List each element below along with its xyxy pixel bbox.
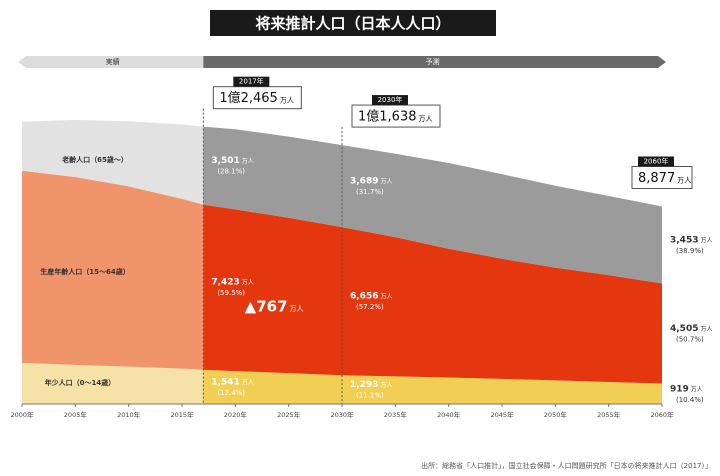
annotation-unit: 万人 [290, 305, 304, 313]
value-unit: 万人 [700, 237, 712, 244]
value-label: 1,293 [350, 380, 378, 390]
x-tick-label: 2050年 [544, 410, 568, 419]
total-unit: 万人 [419, 115, 433, 123]
value-label: 7,423 [211, 278, 239, 288]
value-unit: 万人 [380, 179, 392, 186]
value-unit: 万人 [242, 280, 254, 287]
chart-title: 将来推計人口（日本人人口） [255, 15, 450, 33]
phase-bar [203, 56, 667, 68]
x-tick-label: 2000年 [10, 410, 34, 419]
total-tag: 2060年 [644, 157, 669, 166]
title-box [210, 10, 496, 36]
tag-box [372, 95, 408, 106]
x-tick-label: 2010年 [117, 410, 141, 419]
x-tick-label: 2060年 [650, 410, 674, 419]
phase-label: 実績 [106, 57, 120, 66]
x-tick-label: 2035年 [384, 410, 408, 419]
value-label: 3,453 [670, 235, 698, 245]
share-label: (12.4%) [217, 389, 245, 397]
x-tick-label: 2040年 [437, 410, 461, 419]
share-label: (31.7%) [356, 188, 384, 196]
x-tick-label: 2015年 [170, 410, 194, 419]
series-name: 老齢人口（65歳～） [61, 155, 128, 164]
series-name: 年少人口（0～14歳） [45, 378, 116, 387]
share-label: (57.2%) [356, 303, 384, 311]
total-unit: 万人 [677, 177, 691, 185]
source-note: 出所：総務省「人口推計」，国立社会保障・人口問題研究所「日本の将来推計人口（20… [421, 461, 712, 470]
share-label: (10.4%) [676, 396, 704, 404]
share-label: (59.5%) [217, 289, 245, 297]
x-tick-label: 2005年 [64, 410, 88, 419]
annotation-label: ▲767 [245, 298, 288, 316]
area-past [22, 170, 204, 370]
total-label: 1億2,465 [219, 90, 277, 106]
total-tag: 2030年 [378, 95, 403, 104]
x-tick-label: 2025年 [277, 410, 301, 419]
phase-label: 予測 [426, 57, 440, 66]
value-label: 4,505 [670, 324, 698, 334]
area-past [22, 119, 204, 205]
value-unit: 万人 [242, 158, 254, 165]
value-label: 919 [670, 384, 689, 394]
value-unit: 万人 [700, 326, 712, 333]
total-label: 8,877 [638, 171, 675, 186]
x-tick-label: 2030年 [330, 410, 354, 419]
x-tick-label: 2055年 [597, 410, 621, 419]
tag-box [638, 156, 674, 167]
value-unit: 万人 [242, 379, 254, 386]
share-label: (50.7%) [676, 335, 704, 343]
value-label: 3,501 [211, 156, 239, 166]
x-tick-label: 2020年 [224, 410, 248, 419]
area-forecast [203, 369, 663, 404]
series-name: 生産年齢人口（15～64歳） [40, 267, 129, 276]
x-tick-label: 2045年 [490, 410, 514, 419]
total-label: 1億1,638 [358, 109, 417, 125]
share-label: (28.1%) [217, 168, 245, 176]
value-unit: 万人 [380, 294, 392, 301]
total-unit: 万人 [280, 97, 294, 105]
area-forecast [203, 126, 663, 284]
share-label: (38.9%) [676, 247, 704, 255]
value-unit: 万人 [380, 382, 392, 389]
area-past [22, 362, 204, 404]
total-tag: 2017年 [239, 77, 264, 86]
tag-box [233, 76, 270, 87]
value-label: 1,541 [211, 377, 239, 387]
share-label: (11.1%) [356, 392, 384, 400]
value-label: 6,656 [350, 292, 378, 302]
phase-bar [18, 56, 204, 68]
value-unit: 万人 [691, 386, 703, 393]
area-forecast [203, 204, 663, 384]
value-label: 3,689 [350, 177, 378, 187]
